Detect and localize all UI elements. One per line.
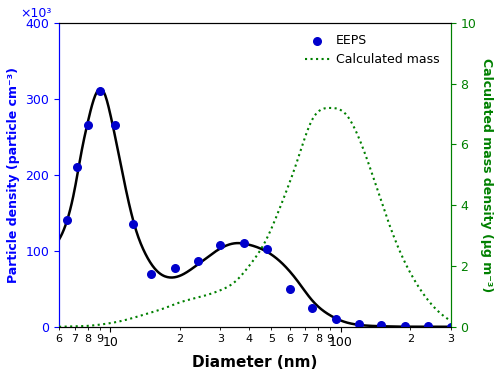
Line: Calculated mass: Calculated mass: [59, 108, 451, 327]
Calculated mass: [448, 319, 454, 323]
EEPS: [128, 221, 136, 227]
EEPS: [424, 323, 432, 329]
EEPS: [63, 218, 71, 224]
Calculated mass: [268, 227, 274, 231]
Calculated mass: [56, 325, 62, 329]
EEPS: [286, 286, 294, 292]
Calculated mass: [378, 198, 384, 202]
EEPS: [170, 265, 178, 271]
EEPS: [96, 88, 104, 94]
EEPS: [308, 305, 316, 311]
Calculated mass: [327, 106, 333, 110]
EEPS: [74, 164, 82, 170]
EEPS: [216, 242, 224, 248]
Legend: EEPS, Calculated mass: EEPS, Calculated mass: [300, 29, 444, 71]
Calculated mass: [289, 173, 295, 178]
Calculated mass: [439, 313, 445, 317]
EEPS: [147, 271, 155, 277]
EEPS: [264, 245, 272, 251]
X-axis label: Diameter (nm): Diameter (nm): [192, 355, 318, 370]
EEPS: [401, 323, 409, 329]
EEPS: [332, 316, 340, 322]
EEPS: [378, 322, 386, 328]
Calculated mass: [242, 269, 248, 273]
EEPS: [111, 123, 119, 129]
Y-axis label: Calculated mass density (µg m⁻³): Calculated mass density (µg m⁻³): [480, 58, 493, 292]
EEPS: [355, 321, 363, 327]
Y-axis label: Particle density (particle cm⁻³): Particle density (particle cm⁻³): [7, 67, 20, 283]
EEPS: [194, 257, 202, 264]
Text: ×10³: ×10³: [20, 7, 52, 20]
EEPS: [84, 123, 92, 129]
EEPS: [447, 323, 455, 329]
EEPS: [240, 240, 248, 246]
Calculated mass: [244, 266, 250, 270]
